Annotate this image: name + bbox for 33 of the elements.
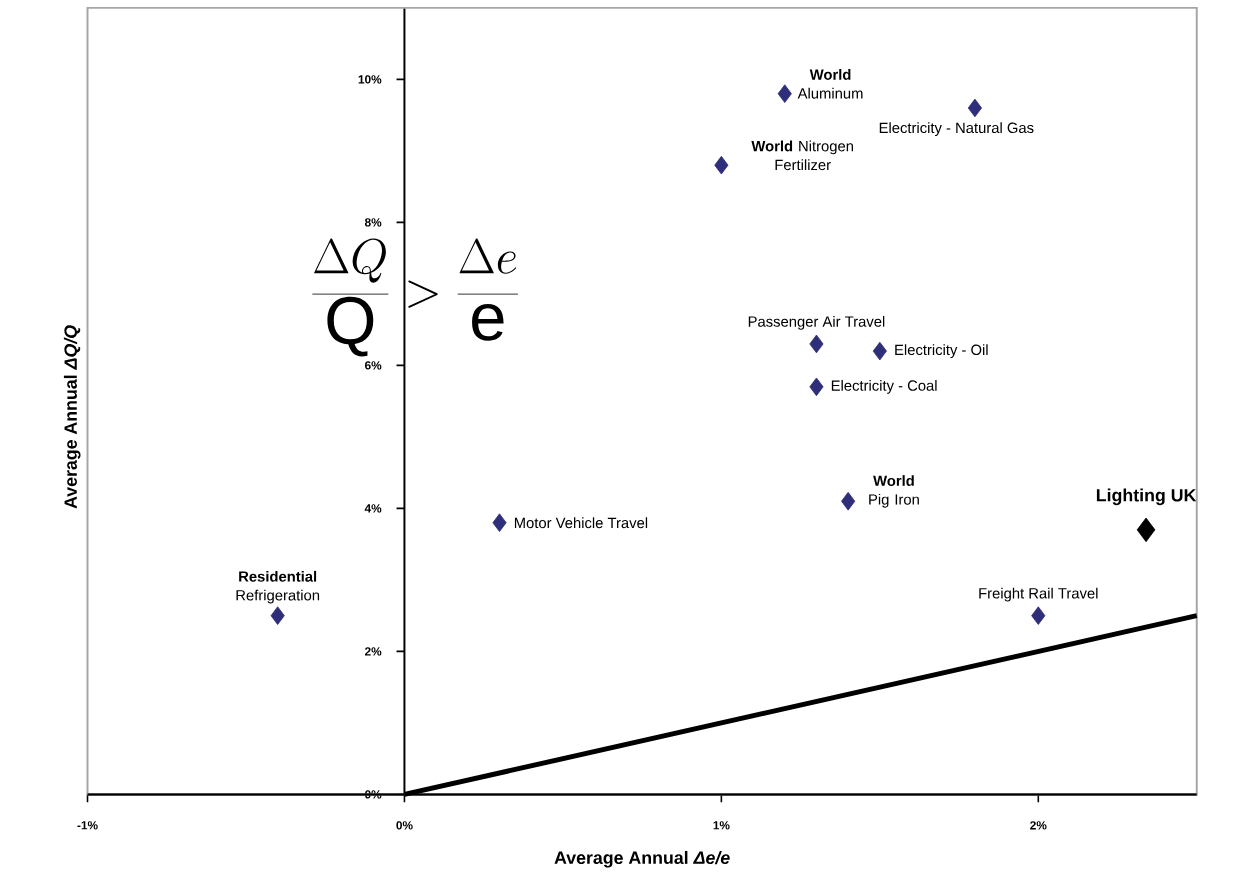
x-axis-title: Average Annual Δe/e — [554, 850, 730, 868]
annotation: World Pig Iron — [869, 474, 919, 508]
point — [809, 334, 824, 354]
point — [841, 491, 856, 511]
point — [967, 98, 982, 118]
point — [809, 377, 824, 396]
x-tick-label: 2% — [1030, 820, 1047, 830]
annotation: Electricity - Oil — [895, 344, 988, 358]
y-tick-label: 6% — [364, 361, 382, 370]
x-tick-label: 0% — [396, 820, 413, 830]
point — [1031, 606, 1046, 625]
point — [872, 341, 887, 361]
point — [270, 606, 285, 625]
annotation: Electricity - Natural Gas — [879, 122, 1034, 136]
series-label: Lighting UK — [1096, 488, 1197, 505]
annotation: Passenger Air Travel — [748, 315, 885, 330]
point — [1136, 517, 1156, 542]
point — [714, 155, 729, 175]
y-tick-label: 2% — [364, 647, 382, 656]
y-axis-title: Average Annual ΔQ/Q — [63, 325, 81, 509]
annotation: Freight Rail Travel — [979, 587, 1098, 602]
annotation: World Aluminum — [797, 68, 863, 99]
x-tick-label: 1% — [713, 820, 730, 830]
annotation: World Nitrogen Fertilizer — [751, 140, 853, 170]
y-tick-label: 4% — [364, 504, 382, 513]
point — [777, 84, 792, 103]
x-tick-label: -1% — [77, 820, 98, 830]
y-tick-label: 10% — [358, 75, 382, 84]
annotation: Motor Vehicle Travel — [514, 517, 648, 528]
point — [492, 513, 507, 532]
annotation: Residential Refrigeration — [236, 570, 320, 604]
y-tick-label: 8% — [364, 218, 382, 227]
annotation: Electricity - Coal — [831, 379, 937, 394]
